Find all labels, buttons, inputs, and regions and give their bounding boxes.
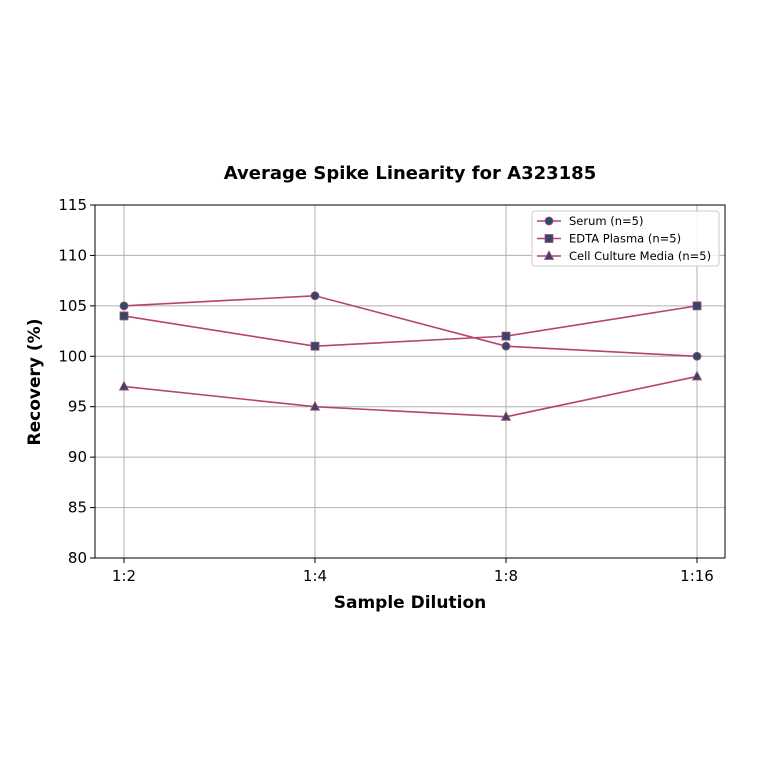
square-marker-icon (501, 331, 511, 341)
triangle-marker-icon (691, 370, 703, 381)
circle-marker-icon (119, 301, 129, 311)
y-tick-label: 115 (58, 196, 87, 214)
circle-marker-icon (501, 341, 511, 351)
x-axis-ticks: 1:2 1:4 1:8 1:16 (112, 558, 714, 585)
y-tick-label: 110 (58, 246, 87, 264)
circle-marker-icon (544, 216, 554, 226)
triangle-marker-icon (543, 250, 555, 260)
legend-label: Serum (n=5) (569, 214, 643, 228)
y-tick-label: 105 (58, 297, 87, 315)
square-marker-icon (544, 234, 554, 243)
square-marker-icon (119, 311, 129, 321)
y-axis-label: Recovery (%) (25, 319, 45, 446)
y-tick-label: 85 (68, 499, 87, 517)
x-tick-label: 1:4 (303, 567, 327, 585)
x-tick-label: 1:16 (680, 567, 714, 585)
series-line (123, 305, 698, 348)
y-axis-ticks: 80 85 90 95 100 105 110 115 (58, 196, 95, 567)
y-tick-label: 90 (68, 448, 87, 466)
circle-marker-icon (310, 291, 320, 301)
series-2 (118, 370, 703, 421)
triangle-marker-icon (118, 380, 130, 391)
legend-box (531, 210, 720, 267)
circle-marker-icon (692, 351, 702, 361)
chart-title: Average Spike Linearity for A323185 (224, 163, 596, 184)
plot-frame (94, 204, 726, 559)
square-marker-icon (692, 301, 702, 311)
data-series (118, 291, 703, 421)
series-line (123, 375, 698, 418)
triangle-marker-icon (309, 400, 321, 411)
x-tick-label: 1:2 (112, 567, 136, 585)
x-tick-label: 1:8 (494, 567, 518, 585)
square-marker-icon (310, 341, 320, 351)
series-0 (119, 291, 702, 361)
legend-label: EDTA Plasma (n=5) (569, 232, 681, 246)
series-line (123, 294, 698, 358)
y-tick-label: 80 (68, 549, 87, 567)
legend: Serum (n=5) EDTA Plasma (n=5) Cell Culture… (531, 210, 720, 267)
triangle-marker-icon (500, 410, 512, 421)
legend-label: Cell Culture Media (n=5) (569, 249, 711, 263)
y-tick-label: 100 (58, 347, 87, 365)
x-axis-label: Sample Dilution (334, 593, 486, 613)
series-1 (119, 301, 702, 351)
y-tick-label: 95 (68, 398, 87, 416)
